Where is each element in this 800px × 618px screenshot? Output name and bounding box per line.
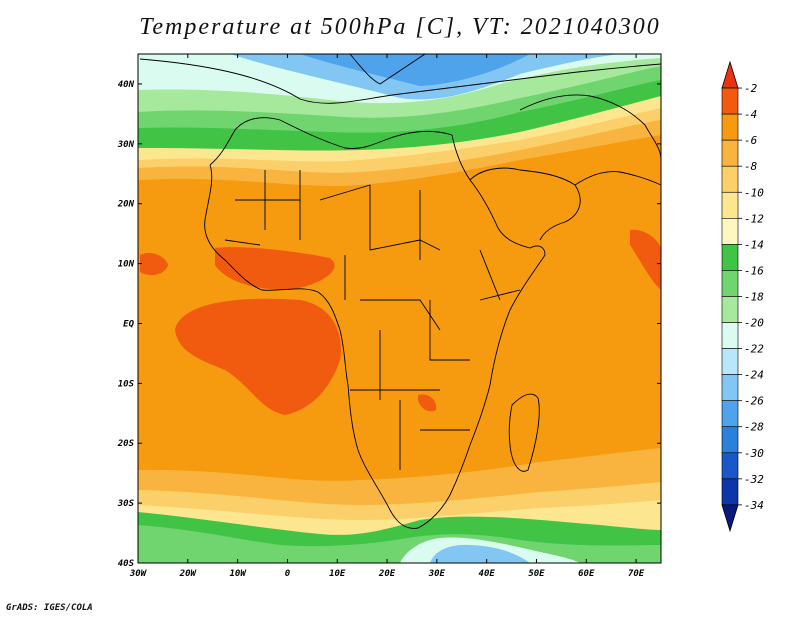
lon-tick-label-4: 10E: [329, 569, 346, 579]
border-line-0: [204, 134, 546, 529]
colorbar-bottom-arrow: [721, 504, 739, 533]
colorbar-label-12: -26: [744, 395, 764, 408]
colorbar-swatch-2: [721, 139, 739, 167]
colorbar-label-1: -4: [744, 108, 757, 121]
lon-tick-label-6: 30E: [428, 569, 446, 579]
colorbar-top-arrow: [721, 60, 739, 89]
colorbar-swatch-13: [721, 426, 739, 454]
lat-tick-label-3: 10N: [118, 260, 135, 270]
colorbar-label-5: -12: [744, 212, 764, 225]
temperature-band-10: [175, 298, 341, 415]
internal-border-3: [319, 184, 371, 250]
border-line-2: [508, 393, 540, 472]
temperature-band-21: [430, 544, 530, 563]
colorbar-swatch-10: [721, 348, 739, 375]
colorbar-label-11: -24: [744, 369, 764, 382]
internal-border-14: [479, 289, 521, 301]
temperature-band-9: [300, 54, 530, 86]
lon-tick-label-1: 20W: [179, 569, 198, 579]
lon-tick-label-0: 30W: [129, 569, 148, 579]
colorbar-swatch-5: [721, 218, 739, 245]
colorbar-label-15: -32: [744, 473, 764, 486]
lon-tick-label-7: 40E: [479, 569, 496, 579]
border-line-1: [209, 117, 453, 166]
lon-tick-label-2: 10W: [229, 569, 247, 579]
colorbar-swatch-15: [721, 478, 739, 506]
colorbar-swatch-7: [721, 270, 739, 297]
axis-ticks: 30W 20W 10W 0 10E 20E 30E 40E 50E 60E 70E 40N 30N 20N…: [117, 54, 661, 579]
lon-tick-label-10: 70E: [628, 569, 645, 579]
colorbar-swatch-0: [721, 87, 739, 115]
map-frame: [137, 53, 662, 564]
lat-tick-label-4: EQ: [123, 319, 134, 329]
colorbar-label-10: -22: [744, 343, 764, 356]
colorbar-swatch-9: [721, 322, 739, 349]
lon-tick-label-8: 50E: [528, 569, 545, 579]
colorbar-label-6: -14: [744, 238, 764, 251]
lat-tick-label-8: 40S: [118, 559, 135, 569]
temperature-band-14: [418, 394, 437, 412]
colorbar-swatch-6: [721, 244, 739, 271]
colorbar-swatch-3: [721, 165, 739, 193]
internal-border-15: [224, 239, 261, 246]
country-borders: [139, 53, 662, 529]
colorbar-swatch-12: [721, 400, 739, 428]
lon-tick-label-3: 0: [285, 569, 291, 579]
chart-title: Temperature at 500hPa [C], VT: 202104030…: [139, 14, 661, 40]
internal-border-13: [479, 249, 501, 301]
colorbar-label-7: -16: [744, 264, 764, 277]
colorbar-swatch-1: [721, 113, 739, 141]
colorbar-label-4: -10: [744, 186, 764, 199]
border-line-6: [519, 94, 662, 161]
lat-tick-label-0: 40N: [118, 80, 135, 90]
colorbar-swatch-11: [721, 374, 739, 401]
colorbar-label-16: -34: [744, 499, 764, 512]
lon-tick-label-9: 60E: [578, 569, 595, 579]
lat-tick-label-1: 30N: [117, 140, 135, 150]
internal-border-7: [360, 299, 441, 331]
colorbar-label-2: -6: [744, 134, 758, 147]
border-line-7: [349, 53, 426, 85]
colorbar: -2 -4 -6 -8 -10 -12 -14 -16 -18 -20 -22 -24 -26 -28 -3…: [721, 60, 764, 533]
lon-tick-label-5: 20E: [378, 569, 396, 579]
border-line-5: [139, 58, 662, 104]
grads-credit: GrADS: IGES/COLA: [6, 603, 93, 613]
colorbar-swatch-8: [721, 296, 739, 323]
lat-tick-label-7: 30S: [117, 499, 135, 509]
colorbar-swatch-4: [721, 191, 739, 219]
colorbar-label-3: -8: [744, 160, 758, 173]
temperature-fill-layer: [138, 54, 661, 563]
colorbar-label-14: -30: [744, 447, 764, 460]
colorbar-swatch-14: [721, 452, 739, 480]
colorbar-label-0: -2: [744, 82, 758, 95]
lat-tick-label-6: 20S: [117, 439, 135, 449]
colorbar-label-8: -18: [744, 290, 764, 303]
lat-tick-label-2: 20N: [117, 200, 135, 210]
lat-tick-label-5: 10S: [118, 379, 135, 389]
colorbar-label-9: -20: [744, 317, 764, 330]
border-line-4: [574, 171, 662, 186]
colorbar-label-13: -28: [744, 421, 764, 434]
internal-border-12: [429, 300, 470, 361]
temperature-band-11: [140, 253, 168, 276]
temperature-band-13: [630, 229, 661, 290]
